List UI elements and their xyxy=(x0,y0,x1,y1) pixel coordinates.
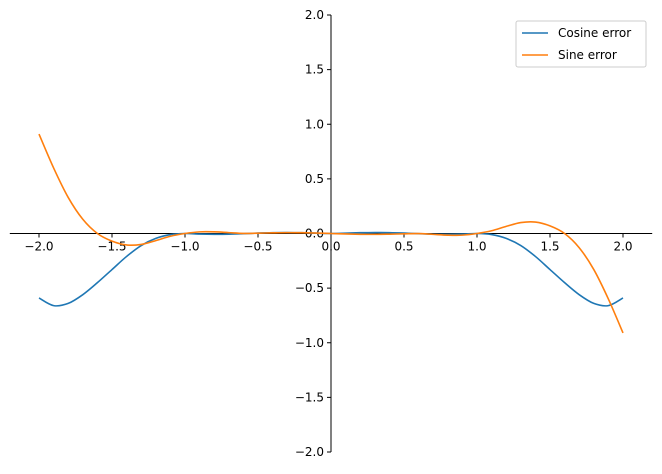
y-tick-label: 1.5 xyxy=(305,63,324,77)
y-tick-label: −0.5 xyxy=(295,281,324,295)
x-tick-label: 0.0 xyxy=(321,240,340,254)
x-tick-label: 1.5 xyxy=(540,240,559,254)
x-tick-label: −2.0 xyxy=(24,240,53,254)
y-tick-label: 1.0 xyxy=(305,117,324,131)
y-tick-label: −2.0 xyxy=(295,445,324,459)
y-tick-label: 2.0 xyxy=(305,8,324,22)
legend-label-cosine: Cosine error xyxy=(558,26,631,40)
x-tick-label: −0.5 xyxy=(243,240,272,254)
legend-frame xyxy=(515,20,647,68)
series-line-sine-error xyxy=(38,133,624,334)
x-tick-label: 0.5 xyxy=(394,240,413,254)
legend-label-sine: Sine error xyxy=(558,48,617,62)
x-tick-label: 1.0 xyxy=(467,240,486,254)
y-tick-label: −1.0 xyxy=(295,336,324,350)
plot-lines xyxy=(38,133,624,334)
y-tick-label: −1.5 xyxy=(295,390,324,404)
x-tick-label: −1.0 xyxy=(170,240,199,254)
legend: Cosine error Sine error xyxy=(515,20,647,68)
y-tick-label: 0.5 xyxy=(305,172,324,186)
x-tick-label: 2.0 xyxy=(613,240,632,254)
